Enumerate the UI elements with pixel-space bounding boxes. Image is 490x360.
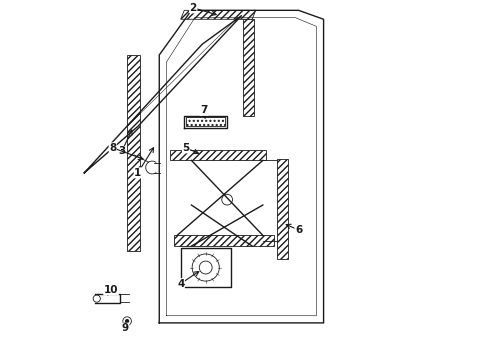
Circle shape	[222, 194, 232, 205]
Polygon shape	[186, 117, 225, 126]
Text: 9: 9	[122, 323, 129, 333]
Text: 8: 8	[109, 143, 117, 153]
Polygon shape	[243, 19, 254, 116]
Text: 5: 5	[182, 143, 190, 153]
Polygon shape	[170, 150, 267, 160]
Text: 10: 10	[104, 285, 118, 295]
Text: 3: 3	[118, 147, 125, 157]
Polygon shape	[127, 55, 140, 251]
Text: 4: 4	[177, 279, 184, 289]
Polygon shape	[277, 158, 288, 258]
Circle shape	[125, 319, 129, 323]
Text: 6: 6	[295, 225, 302, 235]
Text: 1: 1	[134, 168, 142, 178]
Polygon shape	[181, 10, 256, 19]
Text: 2: 2	[190, 3, 197, 13]
Polygon shape	[173, 235, 273, 246]
Text: 7: 7	[200, 105, 208, 115]
